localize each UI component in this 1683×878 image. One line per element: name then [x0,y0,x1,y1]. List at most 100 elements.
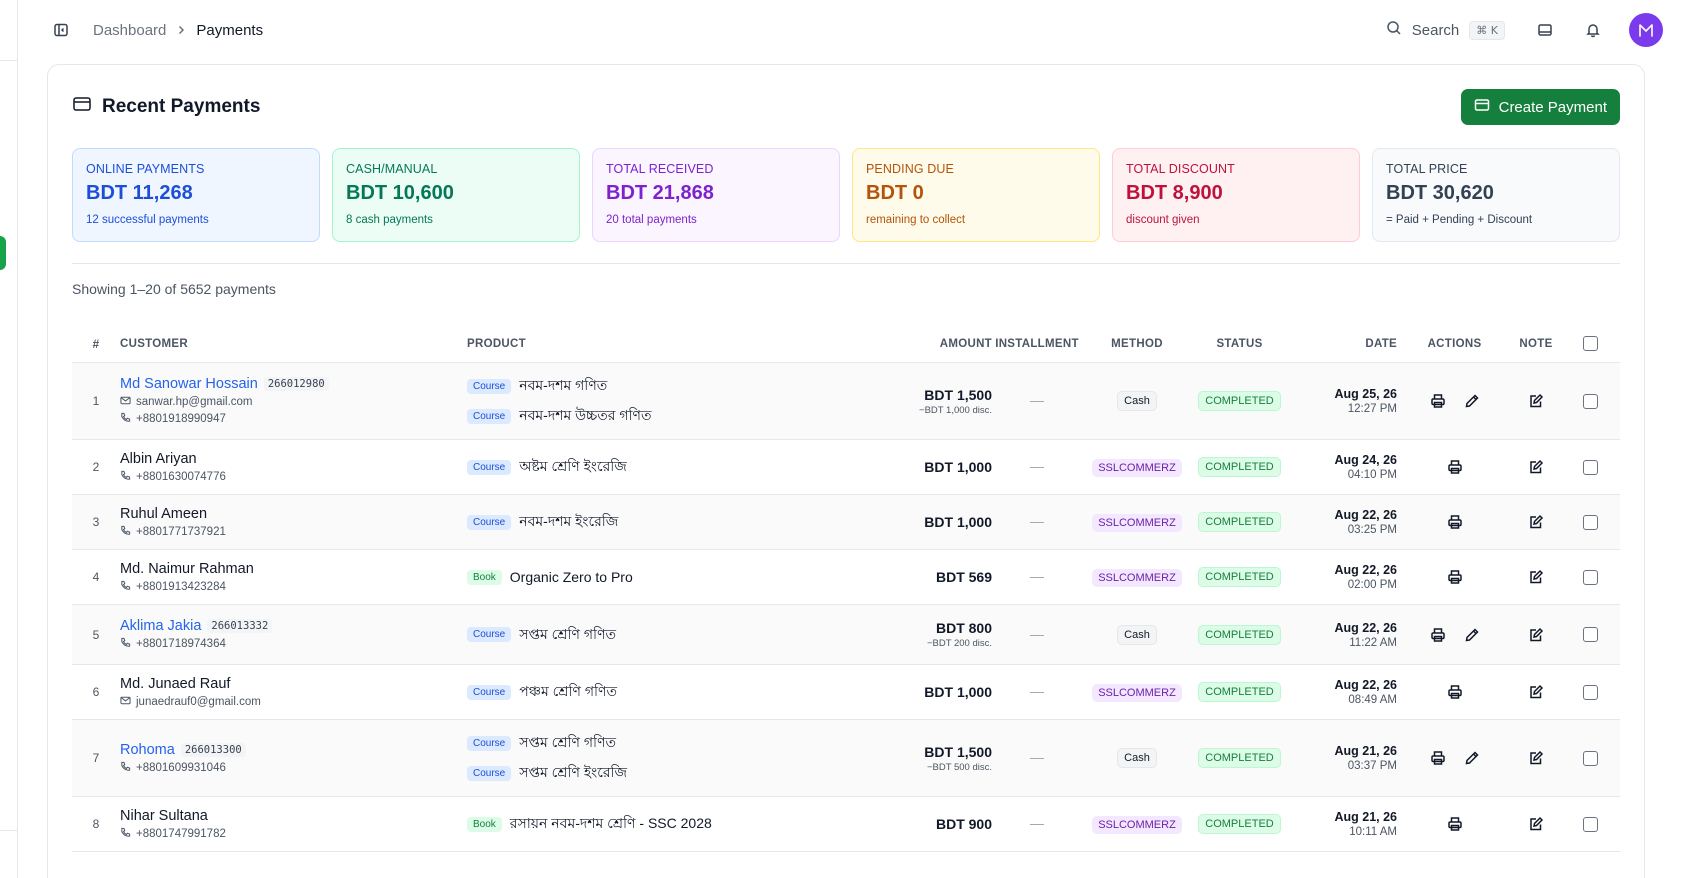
note-cell [1512,749,1560,767]
stat-subtext: = Paid + Pending + Discount [1386,214,1533,226]
select-all-checkbox[interactable] [1582,336,1598,351]
customer-phone: +8801630074776 [136,470,226,483]
installment-cell: — [992,458,1082,476]
installment-cell: — [992,815,1082,833]
customer-name-text[interactable]: Aklima Jakia [120,618,202,634]
printer-icon[interactable] [1446,513,1464,531]
amount-cell: BDT 1,000 [877,514,992,530]
customer-name[interactable]: Md Sanowar Hossain 266012980 [120,376,467,392]
note-edit-icon[interactable] [1527,392,1545,410]
row-checkbox[interactable] [1582,816,1598,832]
row-checkbox[interactable] [1582,684,1598,700]
mail-icon [120,695,131,709]
avatar[interactable]: M [1629,13,1663,47]
actions-cell [1397,513,1512,531]
row-index: 4 [92,570,100,584]
table-header: # CUSTOMER PRODUCT AMOUNT INSTALLMENT ME… [72,325,1620,363]
actions-cell [1397,458,1512,476]
breadcrumb-dashboard[interactable]: Dashboard [93,21,167,39]
installment-value: — [1030,568,1044,584]
row-index: 2 [92,460,100,474]
customer-name-text: Md. Naimur Rahman [120,560,254,577]
note-edit-icon[interactable] [1527,683,1545,701]
amount-cell: BDT 569 [877,569,992,585]
pencil-icon[interactable] [1463,749,1481,767]
note-edit-icon[interactable] [1527,815,1545,833]
row-checkbox[interactable] [1582,393,1598,409]
installment-value: — [1030,815,1044,831]
printer-icon[interactable] [1446,568,1464,586]
printer-icon[interactable] [1446,683,1464,701]
customer-phone: +8801609931046 [136,761,226,774]
row-index: 8 [92,817,100,831]
stat-card-total-price: TOTAL PRICE BDT 30,620 = Paid + Pending + … [1372,148,1620,242]
note-edit-icon[interactable] [1527,458,1545,476]
inbox-icon[interactable] [1533,18,1557,42]
row-index: 7 [92,751,100,765]
row-checkbox[interactable] [1582,459,1598,475]
note-edit-icon[interactable] [1527,749,1545,767]
printer-icon[interactable] [1429,626,1447,644]
amount-value: BDT 1,500 [924,743,992,760]
status-badge: COMPLETED [1198,682,1281,702]
discount-note: −BDT 1,000 disc. [919,404,992,416]
date-value: Aug 22, 26 [1334,620,1397,635]
customer-email: junaedrauf0@gmail.com [136,695,261,708]
create-payment-button[interactable]: Create Payment [1460,89,1620,125]
amount-value: BDT 900 [935,816,992,832]
sidebar-toggle-icon[interactable] [51,20,71,40]
pencil-icon[interactable] [1463,626,1481,644]
row-checkbox[interactable] [1582,514,1598,530]
customer-name-text[interactable]: Md Sanowar Hossain [120,376,258,392]
product-title: রসায়ন নবম-দশম শ্রেণি - SSC 2028 [509,815,712,831]
stat-subtext: 12 successful payments [86,214,209,226]
printer-icon[interactable] [1446,458,1464,476]
method-cell: Cash [1082,748,1192,768]
rail-active-indicator[interactable] [0,236,6,270]
customer-id: 266013300 [180,742,246,757]
product-item: Book Organic Zero to Pro [467,569,877,585]
printer-icon[interactable] [1446,815,1464,833]
note-cell [1512,513,1560,531]
product-cell: Book Organic Zero to Pro [467,569,877,585]
note-cell [1512,683,1560,701]
product-cell: Book রসায়ন নবম-দশম শ্রেণি - SSC 2028 [467,812,877,836]
status-cell: COMPLETED [1192,682,1287,702]
customer-cell: Ruhul Ameen +8801771737921 [120,506,467,539]
printer-icon[interactable] [1429,749,1447,767]
product-cell: Course সপ্তম শ্রেণি গণিত [467,623,877,647]
pencil-icon[interactable] [1463,392,1481,410]
row-index: 5 [92,627,100,642]
time-value: 11:22 AM [1349,636,1397,649]
bell-icon[interactable] [1581,18,1605,42]
product-item: Course নবম-দশম উচ্চতর গণিত [467,404,877,428]
date-value: Aug 21, 26 [1334,744,1397,758]
note-edit-icon[interactable] [1527,568,1545,586]
amount-value: BDT 800 [935,620,992,636]
product-cell: Course নবম-দশম ইংরেজি [467,510,877,534]
customer-name-text[interactable]: Rohoma [120,741,175,758]
col-method: METHOD [1111,337,1163,350]
note-cell [1512,458,1560,476]
note-edit-icon[interactable] [1527,513,1545,531]
col-amount: AMOUNT [939,337,992,350]
installment-value: — [1030,392,1044,408]
select-cell [1560,393,1620,409]
row-checkbox[interactable] [1582,627,1598,642]
time-value: 10:11 AM [1349,826,1397,838]
search-label: Search [1411,21,1460,39]
customer-name-text: Albin Ariyan [120,450,197,467]
row-checkbox[interactable] [1582,750,1598,766]
row-checkbox[interactable] [1582,569,1598,585]
page-title: Recent Payments [102,96,261,117]
search-button[interactable]: Search ⌘ K [1386,20,1505,40]
stat-value: BDT 21,868 [606,182,714,204]
table-row: 8 Nihar Sultana +8801747991782 Book রসায়ন ন… [72,797,1620,852]
product-type-badge: Course [467,459,512,475]
note-edit-icon[interactable] [1527,626,1545,644]
customer-name[interactable]: Aklima Jakia 266013332 [120,618,467,634]
customer-name[interactable]: Rohoma 266013300 [120,742,467,758]
printer-icon[interactable] [1429,392,1447,410]
product-item: Course সপ্তম শ্রেণি গণিত [467,623,877,647]
col-product: PRODUCT [467,337,526,350]
